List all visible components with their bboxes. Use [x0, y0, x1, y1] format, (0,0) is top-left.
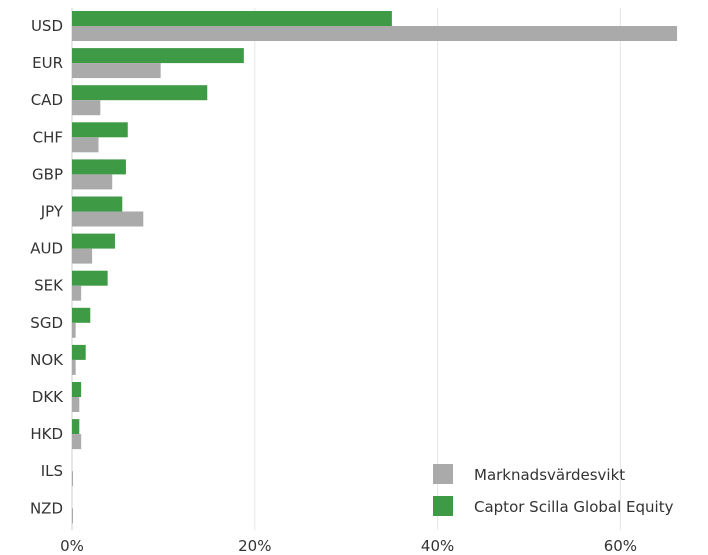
- category-label-aud: AUD: [30, 240, 63, 258]
- x-tick-labels: 0% 20% 40% 60%: [60, 537, 637, 555]
- legend-swatch-captor-scilla: [433, 496, 453, 516]
- bar-captor-scilla-global-equity-hkd: [72, 419, 80, 435]
- bar-marknadsvardesvikt-eur: [72, 63, 161, 79]
- bar-marknadsvardesvikt-gbp: [72, 174, 113, 190]
- bar-marknadsvardesvikt-hkd: [72, 434, 82, 450]
- category-label-hkd: HKD: [30, 425, 63, 443]
- category-label-cad: CAD: [31, 91, 63, 109]
- x-tick-label-20: 20%: [238, 537, 271, 555]
- bar-captor-scilla-global-equity-sgd: [72, 307, 91, 323]
- bar-captor-scilla-global-equity-aud: [72, 233, 115, 249]
- category-label-ils: ILS: [41, 462, 63, 480]
- bar-marknadsvardesvikt-jpy: [72, 211, 144, 227]
- bar-marknadsvardesvikt-nok: [72, 359, 76, 375]
- category-label-sek: SEK: [34, 277, 64, 295]
- bars: [72, 11, 678, 524]
- x-tick-label-60: 60%: [604, 537, 637, 555]
- bar-captor-scilla-global-equity-sek: [72, 270, 108, 286]
- category-label-sgd: SGD: [30, 314, 63, 332]
- x-tick-label-40: 40%: [421, 537, 454, 555]
- legend: Marknadsvärdesvikt Captor Scilla Global …: [433, 464, 674, 516]
- bar-marknadsvardesvikt-aud: [72, 248, 93, 264]
- bar-marknadsvardesvikt-dkk: [72, 397, 80, 412]
- category-label-nzd: NZD: [30, 499, 63, 517]
- bar-marknadsvardesvikt-sek: [72, 285, 82, 301]
- legend-label-marknadsvardesvikt: Marknadsvärdesvikt: [474, 466, 625, 484]
- category-label-usd: USD: [31, 17, 63, 35]
- bar-captor-scilla-global-equity-jpy: [72, 196, 123, 212]
- bar-captor-scilla-global-equity-usd: [72, 11, 392, 26]
- x-tick-label-0: 0%: [60, 537, 84, 555]
- category-label-nok: NOK: [30, 351, 64, 369]
- legend-swatch-marknadsvardesvikt: [433, 464, 453, 484]
- bar-marknadsvardesvikt-sgd: [72, 322, 76, 338]
- bar-marknadsvardesvikt-chf: [72, 137, 99, 153]
- bar-marknadsvardesvikt-nzd: [72, 508, 73, 524]
- bar-captor-scilla-global-equity-eur: [72, 48, 244, 64]
- bar-captor-scilla-global-equity-dkk: [72, 382, 82, 397]
- category-label-eur: EUR: [32, 54, 63, 72]
- bar-captor-scilla-global-equity-gbp: [72, 159, 126, 175]
- category-label-dkk: DKK: [32, 388, 64, 406]
- bar-marknadsvardesvikt-usd: [72, 26, 678, 41]
- bar-captor-scilla-global-equity-chf: [72, 122, 128, 138]
- bar-marknadsvardesvikt-ils: [72, 471, 73, 487]
- bar-marknadsvardesvikt-cad: [72, 100, 101, 116]
- category-labels: USD EUR CAD CHF GBP JPY AUD SEK SGD NOK DKK HKD ILS N…: [30, 17, 64, 517]
- legend-label-captor-scilla: Captor Scilla Global Equity: [474, 498, 674, 516]
- category-label-chf: CHF: [33, 128, 63, 146]
- bar-captor-scilla-global-equity-nok: [72, 344, 86, 360]
- bar-captor-scilla-global-equity-cad: [72, 85, 208, 101]
- category-label-gbp: GBP: [32, 165, 63, 183]
- category-label-jpy: JPY: [40, 203, 64, 221]
